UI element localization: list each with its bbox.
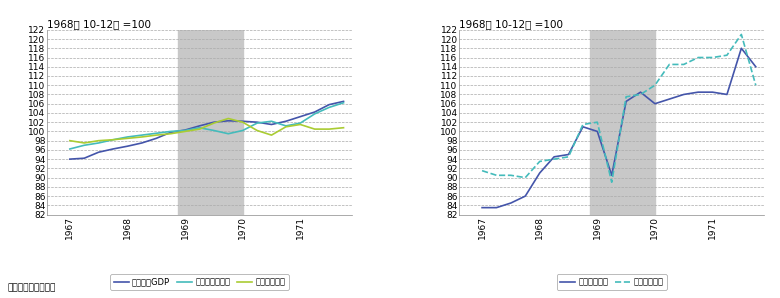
Text: 資料：米国商務省。: 資料：米国商務省。 bbox=[8, 283, 56, 292]
Text: 1968年 10-12月 =100: 1968年 10-12月 =100 bbox=[459, 19, 563, 29]
Legend: 米国実質輸入, 米国実質輸出: 米国実質輸入, 米国実質輸出 bbox=[557, 274, 667, 290]
Bar bbox=[178, 30, 243, 215]
Legend: 米国実質GDP, 米国労働生産性, 米国労働投入: 米国実質GDP, 米国労働生産性, 米国労働投入 bbox=[111, 274, 289, 290]
Text: 1968年 10-12月 =100: 1968年 10-12月 =100 bbox=[47, 19, 151, 29]
Bar bbox=[590, 30, 655, 215]
